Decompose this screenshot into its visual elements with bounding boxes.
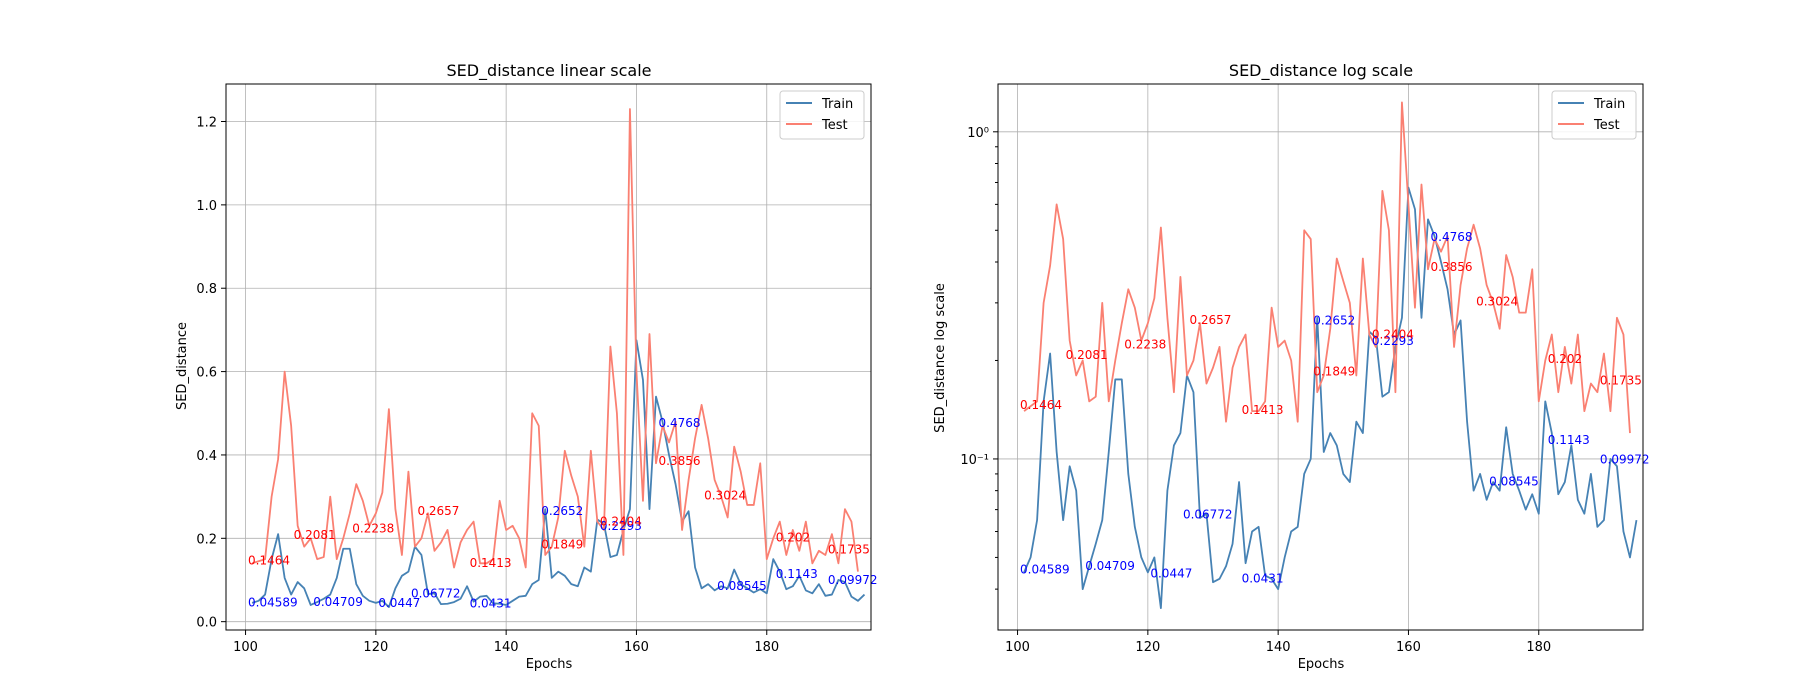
y-tick-label: 0.0 bbox=[196, 616, 217, 631]
annotation-test: 0.1464 bbox=[1020, 398, 1062, 412]
annotation-test: 0.202 bbox=[1548, 352, 1582, 366]
annotation-test: 0.1464 bbox=[248, 554, 290, 568]
annotation-test: 0.3024 bbox=[1476, 295, 1518, 309]
annotation-train: 0.09972 bbox=[1600, 452, 1650, 466]
annotation-test: 0.1735 bbox=[1600, 374, 1642, 388]
annotation-train: 0.04589 bbox=[248, 596, 298, 610]
annotation-test: 0.1849 bbox=[541, 538, 583, 552]
y-tick-label: 0.8 bbox=[196, 282, 217, 297]
x-axis-label: Epochs bbox=[526, 657, 573, 672]
annotation-test: 0.2238 bbox=[352, 521, 394, 535]
legend-test-label: Test bbox=[1593, 118, 1620, 133]
x-tick-label: 100 bbox=[1005, 640, 1030, 655]
legend-train-label: Train bbox=[1593, 97, 1625, 112]
legend: Train Test bbox=[1552, 91, 1636, 139]
annotation-test: 0.2081 bbox=[1066, 348, 1108, 362]
y-tick-label: 0.2 bbox=[196, 532, 217, 547]
legend-train-label: Train bbox=[821, 97, 853, 112]
annotation-test: 0.3856 bbox=[659, 454, 701, 468]
annotation-train: 0.1143 bbox=[776, 567, 818, 581]
annotation-test: 0.1849 bbox=[1313, 365, 1355, 379]
y-tick-label: 0.6 bbox=[196, 366, 217, 381]
y-axis-label: SED_distance log scale bbox=[933, 283, 948, 433]
y-tick-label: 10⁰ bbox=[967, 126, 989, 141]
y-tick-label: 10⁻¹ bbox=[960, 453, 989, 468]
annotation-train: 0.04709 bbox=[1085, 559, 1135, 573]
annotation-train: 0.09972 bbox=[828, 573, 878, 587]
annotation-test: 0.2238 bbox=[1124, 337, 1166, 351]
annotation-test: 0.3856 bbox=[1431, 260, 1473, 274]
annotation-test: 0.2081 bbox=[294, 528, 336, 542]
annotation-train: 0.0431 bbox=[1242, 572, 1284, 586]
annotation-train: 0.04589 bbox=[1020, 563, 1070, 577]
annotation-test: 0.2404 bbox=[1372, 327, 1414, 341]
annotation-test: 0.2657 bbox=[1189, 313, 1231, 327]
annotation-train: 0.1143 bbox=[1548, 433, 1590, 447]
x-axis-label: Epochs bbox=[1298, 657, 1345, 672]
x-tick-label: 160 bbox=[624, 640, 649, 655]
annotation-test: 0.2657 bbox=[417, 504, 459, 518]
annotation-train: 0.08545 bbox=[717, 579, 767, 593]
x-tick-label: 160 bbox=[1396, 640, 1421, 655]
annotation-test: 0.2404 bbox=[600, 514, 642, 528]
x-tick-label: 140 bbox=[494, 640, 519, 655]
annotation-test: 0.1735 bbox=[828, 542, 870, 556]
annotation-train: 0.08545 bbox=[1489, 474, 1539, 488]
annotation-train: 0.2652 bbox=[541, 504, 583, 518]
annotation-train: 0.2652 bbox=[1313, 313, 1355, 327]
annotation-train: 0.04709 bbox=[313, 595, 363, 609]
annotation-train: 0.06772 bbox=[411, 586, 461, 600]
x-tick-label: 180 bbox=[754, 640, 779, 655]
y-tick-label: 1.2 bbox=[196, 116, 217, 131]
y-tick-label: 1.0 bbox=[196, 199, 217, 214]
annotation-test: 0.1413 bbox=[1242, 403, 1284, 417]
annotation-test: 0.3024 bbox=[704, 489, 746, 503]
x-tick-label: 120 bbox=[1135, 640, 1160, 655]
x-tick-label: 180 bbox=[1526, 640, 1551, 655]
annotation-train: 0.0447 bbox=[1150, 566, 1192, 580]
legend-test-label: Test bbox=[821, 118, 848, 133]
x-tick-label: 140 bbox=[1266, 640, 1291, 655]
annotation-test: 0.202 bbox=[776, 530, 810, 544]
legend: Train Test bbox=[780, 91, 864, 139]
annotation-train: 0.4768 bbox=[1431, 230, 1473, 244]
chart-title: SED_distance log scale bbox=[1229, 61, 1413, 81]
y-tick-label: 0.4 bbox=[196, 449, 217, 464]
annotation-train: 0.06772 bbox=[1183, 507, 1233, 521]
annotation-test: 0.1413 bbox=[470, 556, 512, 570]
chart-title: SED_distance linear scale bbox=[446, 61, 651, 81]
x-tick-label: 100 bbox=[233, 640, 258, 655]
annotation-train: 0.4768 bbox=[659, 416, 701, 430]
x-tick-label: 120 bbox=[363, 640, 388, 655]
y-axis-label: SED_distance bbox=[175, 322, 190, 410]
annotation-train: 0.0431 bbox=[470, 597, 512, 611]
